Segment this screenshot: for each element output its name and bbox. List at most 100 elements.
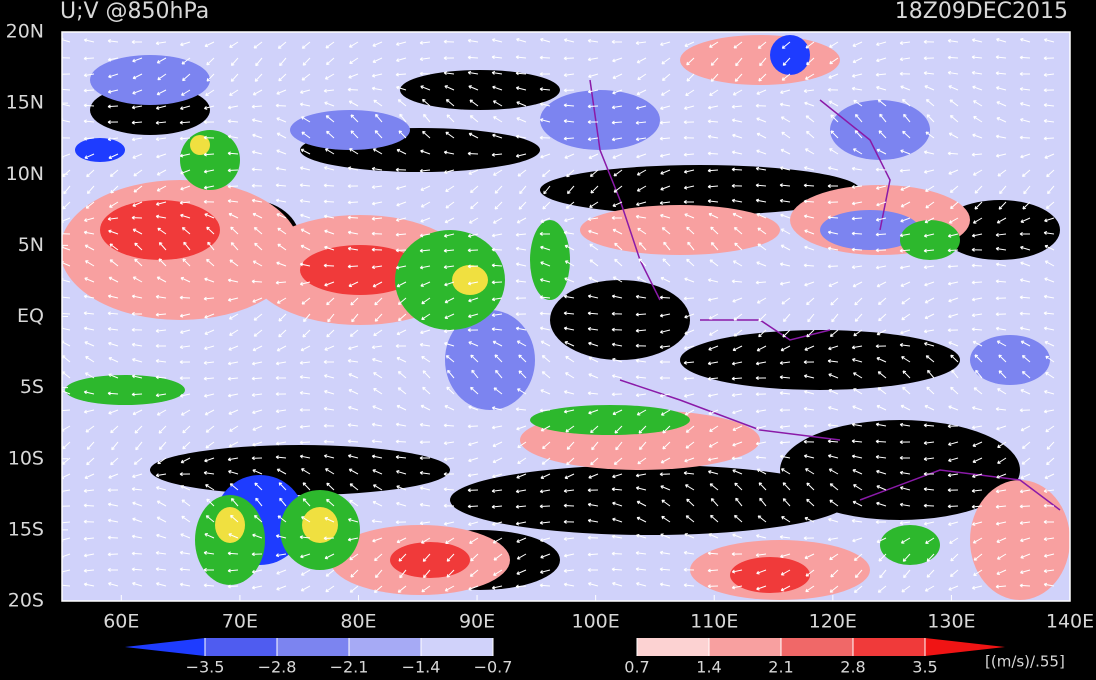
- wind-arrow: [971, 280, 983, 285]
- wind-arrow: [709, 89, 719, 96]
- wind-arrow: [422, 386, 431, 395]
- wind-arrow: [181, 515, 191, 523]
- wind-arrow: [612, 201, 623, 208]
- wind-arrow: [875, 232, 887, 237]
- wind-arrow: [926, 569, 935, 578]
- wind-arrow: [515, 312, 527, 317]
- wind-arrow: [899, 486, 911, 491]
- wind-arrow: [395, 167, 407, 172]
- wind-arrow: [420, 281, 431, 287]
- wind-arrow: [207, 241, 215, 251]
- wind-arrow: [447, 369, 455, 379]
- wind-arrow: [203, 567, 215, 572]
- wind-arrow: [467, 488, 479, 493]
- wind-arrow: [445, 185, 455, 193]
- wind-arrow: [612, 357, 623, 363]
- wind-arrow: [638, 242, 647, 251]
- wind-arrow: [348, 388, 359, 395]
- wind-arrow: [1020, 153, 1031, 159]
- wind-arrow: [852, 41, 863, 48]
- wind-arrow: [205, 425, 215, 433]
- wind-arrow: [469, 537, 479, 544]
- wind-arrow: [275, 441, 287, 446]
- wind-arrow: [419, 502, 431, 507]
- wind-arrow: [155, 294, 167, 299]
- wind-arrow: [421, 297, 431, 305]
- wind-arrow: [972, 537, 983, 544]
- wind-arrow: [781, 516, 791, 523]
- wind-arrow: [1019, 87, 1031, 92]
- wind-arrow: [732, 533, 743, 539]
- wind-arrow: [540, 261, 551, 267]
- wind-arrow: [107, 57, 119, 62]
- wind-arrow: [637, 457, 647, 465]
- wind-arrow: [805, 585, 815, 593]
- wind-arrow: [947, 70, 959, 75]
- wind-arrow: [563, 73, 575, 78]
- wind-arrow: [1044, 277, 1055, 283]
- wind-arrow: [827, 215, 839, 220]
- wind-arrow: [565, 372, 575, 379]
- wind-arrow: [878, 313, 887, 322]
- wind-arrow: [179, 153, 191, 158]
- wind-arrow: [828, 406, 839, 411]
- wind-arrow: [590, 457, 599, 466]
- wind-arrow: [827, 184, 839, 188]
- wind-arrow: [662, 258, 671, 267]
- wind-arrow: [83, 311, 95, 316]
- wind-arrow: [708, 409, 719, 415]
- wind-arrow: [875, 248, 887, 253]
- wind-arrow: [1047, 185, 1055, 195]
- wind-arrow: [853, 372, 863, 379]
- wind-arrow: [1043, 569, 1055, 573]
- wind-arrow: [827, 264, 839, 269]
- wind-arrow: [563, 503, 575, 508]
- wind-arrow: [635, 393, 647, 398]
- wind-arrow: [324, 389, 335, 395]
- wind-arrow: [134, 258, 143, 267]
- wind-arrow: [349, 499, 359, 507]
- wind-arrow: [707, 105, 719, 110]
- wind-arrow: [540, 553, 551, 559]
- wind-arrow: [398, 553, 407, 562]
- wind-arrow: [374, 297, 383, 306]
- colorbar-label: 0.7: [624, 658, 649, 677]
- wind-arrow: [612, 89, 623, 95]
- wind-arrow: [636, 533, 647, 539]
- wind-arrow: [323, 183, 335, 188]
- wind-arrow: [1022, 201, 1031, 210]
- wind-arrow: [253, 41, 263, 49]
- wind-arrow: [947, 424, 959, 429]
- wind-arrow: [875, 520, 887, 525]
- wind-arrow: [155, 120, 167, 125]
- wind-arrow: [923, 521, 935, 526]
- wind-arrow: [707, 119, 719, 124]
- wind-arrow: [275, 198, 287, 203]
- wind-arrow: [179, 295, 191, 300]
- wind-arrow: [971, 247, 983, 252]
- wind-arrow: [182, 441, 191, 450]
- wind-arrow: [1046, 441, 1055, 450]
- wind-arrow: [614, 242, 623, 251]
- wind-arrow: [492, 217, 503, 224]
- wind-arrow: [995, 407, 1007, 412]
- wind-arrow: [83, 73, 95, 78]
- wind-arrow: [443, 487, 455, 492]
- wind-arrow: [230, 57, 239, 66]
- wind-arrow: [972, 457, 983, 464]
- wind-arrow: [827, 537, 839, 542]
- wind-arrow: [923, 71, 935, 76]
- wind-arrow: [203, 169, 215, 174]
- wind-arrow: [707, 376, 719, 381]
- wind-arrow: [612, 153, 623, 159]
- wind-arrow: [206, 73, 215, 82]
- wind-arrow: [1019, 135, 1031, 140]
- wind-arrow: [492, 473, 503, 479]
- wind-arrow: [205, 441, 215, 449]
- wind-arrow: [539, 102, 551, 107]
- wind-arrow: [925, 201, 935, 209]
- wind-arrow: [806, 482, 815, 491]
- wind-arrow: [971, 233, 983, 238]
- wind-arrow: [947, 233, 959, 238]
- wind-arrow: [229, 259, 239, 267]
